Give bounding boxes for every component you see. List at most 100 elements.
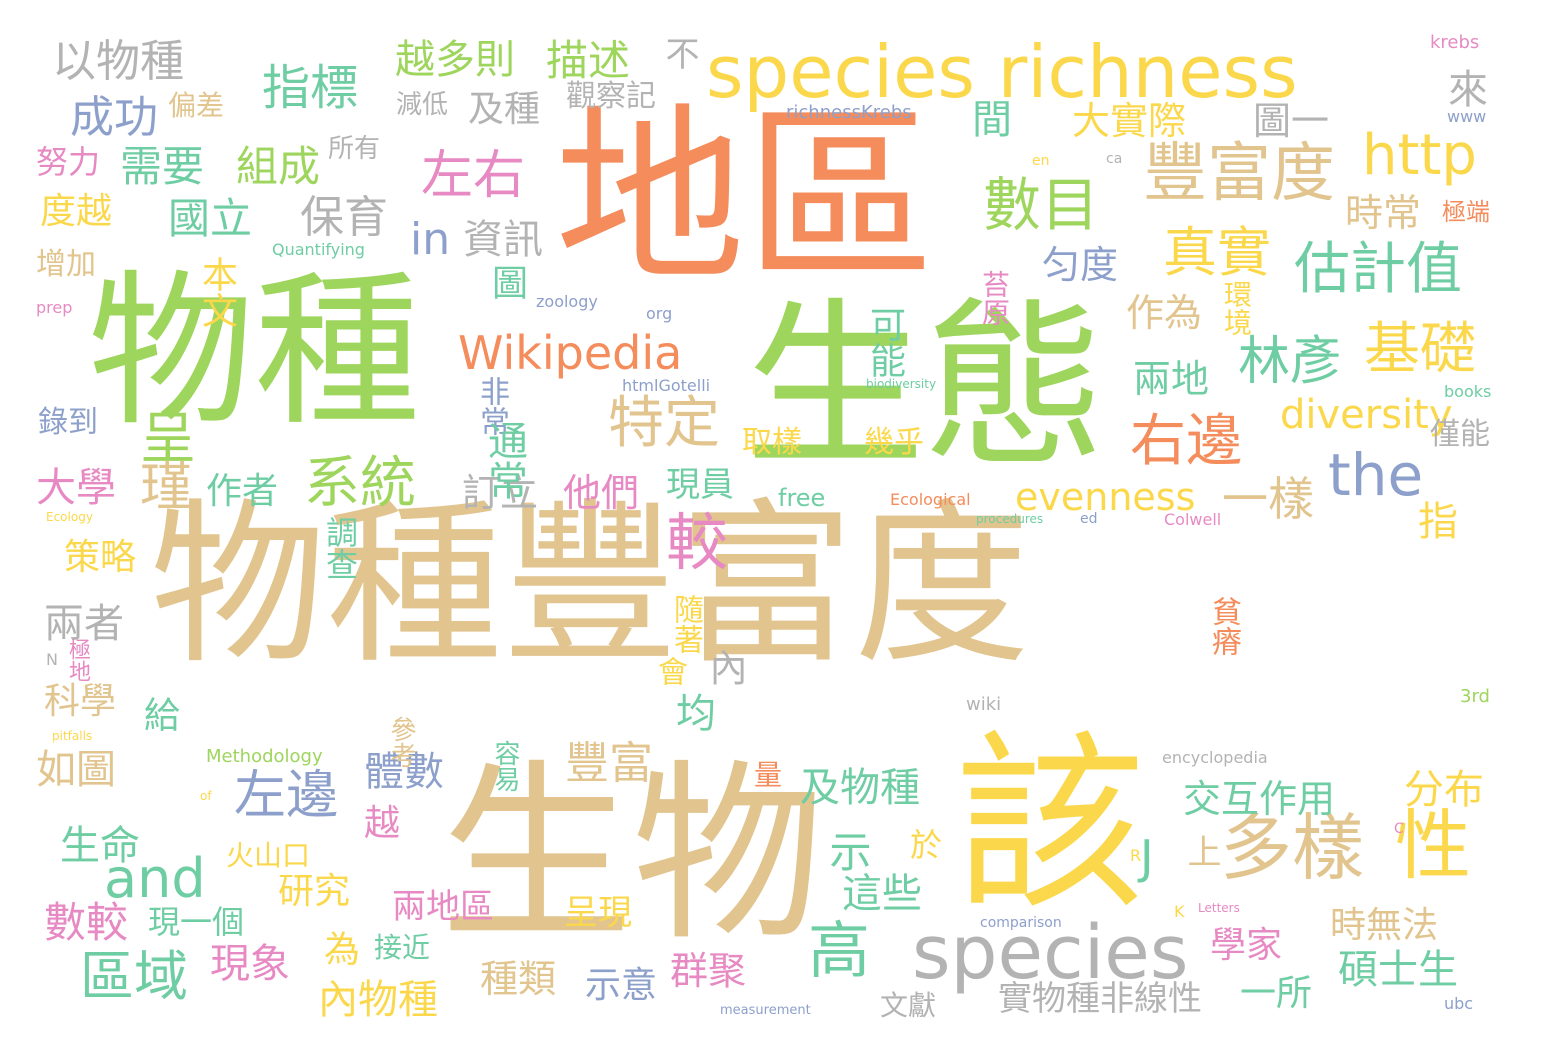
- word: 成功: [70, 92, 158, 143]
- word: 真實: [1163, 221, 1271, 284]
- word: R: [1130, 846, 1142, 865]
- word: 豐富: [565, 738, 653, 789]
- word: 貧瘠: [1206, 596, 1241, 656]
- word: Wikipedia: [458, 326, 683, 380]
- word: 訂立: [462, 471, 539, 515]
- word: 極地: [65, 638, 90, 682]
- word: 示: [823, 830, 872, 872]
- word: 偏差: [168, 89, 225, 122]
- word: biodiversity: [866, 377, 937, 391]
- word: encyclopedia: [1162, 748, 1268, 767]
- word: 越: [364, 803, 401, 844]
- word: 均: [669, 692, 715, 732]
- word: www: [1447, 107, 1487, 126]
- word: of: [200, 789, 212, 803]
- word: 非常: [474, 376, 509, 436]
- word: 一所: [1240, 973, 1313, 1014]
- word: 圖: [486, 264, 527, 300]
- word: 資訊: [463, 217, 543, 263]
- word: 於: [905, 828, 943, 860]
- word: species richness: [706, 30, 1298, 114]
- word: 呈現: [564, 893, 632, 933]
- word: 林彥: [1238, 332, 1343, 392]
- word: 豐富度: [1143, 137, 1335, 211]
- word: 作者: [206, 471, 279, 512]
- word: Letters: [1198, 901, 1240, 915]
- word: 火山口: [226, 839, 311, 872]
- word: 描述: [546, 36, 631, 85]
- word: 左邊: [234, 766, 339, 826]
- word: en: [1032, 153, 1050, 169]
- word: 量: [750, 760, 783, 788]
- word: 性: [1395, 801, 1471, 890]
- word: 特定: [608, 391, 720, 456]
- word: 匀度: [1042, 243, 1119, 287]
- word: http: [1362, 123, 1477, 188]
- word: and: [104, 847, 206, 910]
- word: 可能: [864, 306, 905, 378]
- word: 地區: [555, 87, 936, 308]
- word: species: [912, 910, 1189, 996]
- word: 指標: [262, 60, 359, 116]
- word: 時常: [1345, 191, 1422, 235]
- word: 他們: [563, 471, 640, 515]
- word: 種類: [480, 957, 557, 1001]
- word: free: [778, 484, 826, 512]
- word: procedures: [976, 512, 1044, 526]
- word: ca: [1106, 151, 1123, 167]
- word: 一樣: [1222, 472, 1314, 526]
- word: 現一個: [148, 903, 245, 941]
- word: 兩地: [1133, 357, 1210, 401]
- word: K: [1174, 902, 1185, 921]
- word: 數較: [44, 898, 129, 947]
- word: C: [1394, 821, 1404, 837]
- word: 現象: [210, 941, 290, 987]
- word: 組成: [236, 142, 321, 191]
- word: 幾乎: [864, 425, 924, 460]
- word: 為: [318, 930, 359, 966]
- word: 內物種: [318, 977, 438, 1023]
- word: ed: [1080, 511, 1098, 527]
- word: 上: [1181, 834, 1221, 868]
- word: 取樣: [742, 425, 802, 460]
- word: 體數: [364, 749, 444, 795]
- word: 來: [1441, 68, 1487, 108]
- word: 現員: [666, 465, 734, 505]
- word: 兩地區: [392, 887, 494, 927]
- word: 科學: [44, 681, 117, 722]
- word: 3rd: [1460, 686, 1490, 707]
- word: 本文: [196, 256, 237, 328]
- word: 右邊: [1130, 409, 1242, 474]
- word: 瑾: [140, 458, 193, 518]
- word: 多樣: [1220, 806, 1365, 890]
- word: measurement: [720, 1003, 811, 1018]
- word: 交互作用: [1183, 777, 1336, 821]
- word: 國立: [168, 194, 253, 243]
- word: 苔原: [978, 270, 1011, 326]
- word: 錄到: [38, 405, 98, 440]
- word: 度越: [40, 191, 113, 232]
- word: 越多則: [395, 37, 515, 83]
- word: 增加: [36, 247, 96, 282]
- word: evenness: [1015, 475, 1196, 519]
- word: 區域: [80, 945, 188, 1008]
- word: J: [1140, 830, 1154, 884]
- word: 物種豐富度: [150, 483, 1031, 688]
- word: 調查: [321, 516, 359, 580]
- word: 大學: [36, 465, 116, 511]
- word: zoology: [536, 292, 598, 311]
- word: 會: [652, 656, 687, 686]
- word: diversity: [1280, 392, 1453, 438]
- word: 系統: [304, 451, 416, 516]
- word: 參考: [386, 716, 416, 768]
- word: 估計值: [1294, 237, 1462, 302]
- word: wiki: [966, 694, 1002, 715]
- word: 作為: [1126, 291, 1203, 335]
- word: 較: [666, 506, 729, 579]
- word: 策略: [64, 537, 137, 578]
- word: htmlGotelli: [622, 376, 711, 395]
- word: 高: [808, 914, 871, 987]
- word: 大實際: [1072, 99, 1187, 143]
- word: 示意: [585, 965, 658, 1006]
- word: 通常: [481, 420, 527, 500]
